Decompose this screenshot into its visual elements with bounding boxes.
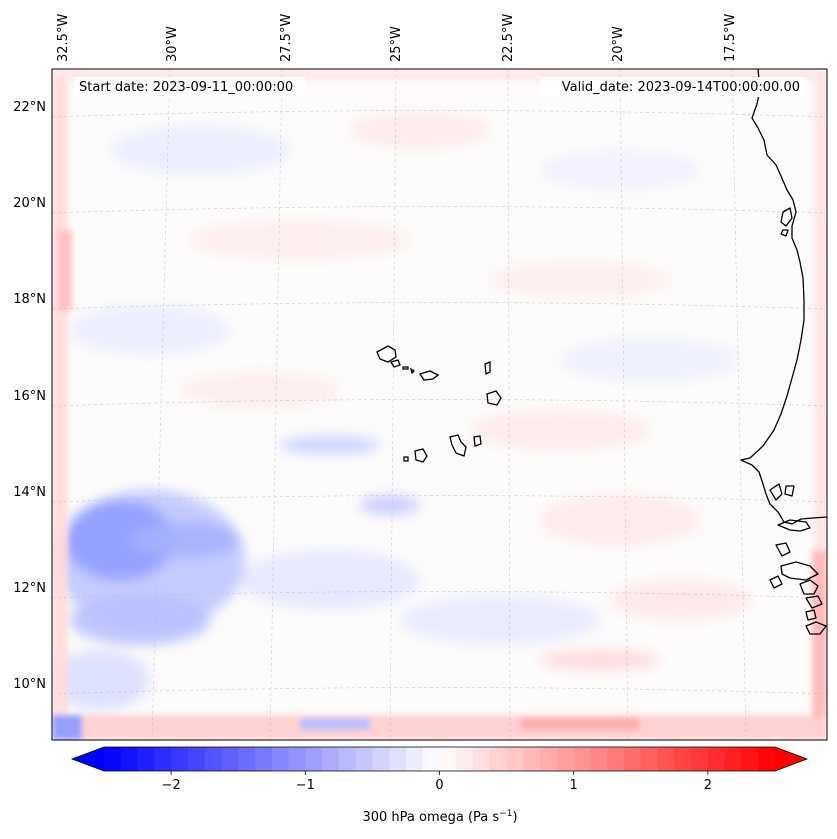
colorbar-cell [355, 747, 374, 771]
colorbar-cell [120, 747, 139, 771]
lat-label: 14°N [13, 485, 46, 500]
coastlines [740, 69, 827, 635]
colorbar-extend-high [775, 747, 807, 771]
valid-date-box [540, 77, 806, 97]
start-date-label: Start date: 2023-09-11_00:00:00 [79, 80, 293, 95]
colorbar-cell [137, 747, 155, 771]
colorbar-cell [674, 747, 692, 771]
lat-label: 12°N [13, 581, 46, 596]
africa-coastline [740, 69, 827, 525]
colorbar-tick-label: 0 [435, 778, 443, 793]
colorbar-cell [640, 747, 659, 771]
colorbar-cell [204, 747, 223, 771]
colorbar-cell [338, 747, 357, 771]
colorbar-cell [489, 747, 508, 771]
lon-label: 20°W [611, 26, 626, 62]
island-santo-antao [376, 345, 397, 363]
lon-label: 17.5°W [723, 14, 738, 62]
cape-verde-islands [376, 345, 502, 463]
colorbar-cell [187, 747, 206, 771]
colorbar-cell [758, 747, 776, 771]
colorbar: −2 −1 0 1 2 300 hPa omega (Pa s−1) [70, 746, 809, 825]
lat-label: 20°N [13, 196, 46, 211]
colorbar-cell [254, 747, 273, 771]
colorbar-cell [523, 747, 541, 771]
lat-label: 22°N [13, 100, 46, 115]
colorbar-cell [707, 747, 726, 771]
island-sao-nicolau [418, 370, 440, 381]
lon-label: 32.5°W [56, 14, 71, 62]
graticule [52, 69, 827, 740]
lat-label: 10°N [13, 677, 46, 692]
island-santiago [449, 434, 467, 457]
colorbar-cell [271, 747, 290, 771]
colorbar-tick-label: −1 [296, 778, 315, 793]
colorbar-outline [70, 746, 809, 772]
colorbar-tick-label: 1 [570, 778, 578, 793]
lon-label: 27.5°W [279, 14, 294, 62]
colorbar-cell [556, 747, 575, 771]
island-boa-vista [486, 390, 502, 406]
colorbar-ticks: −2 −1 0 1 2 [162, 771, 712, 793]
colorbar-cell [288, 747, 306, 771]
map-frame [51, 68, 828, 741]
colorbar-cell [221, 747, 239, 771]
colorbar-cell [624, 747, 642, 771]
latitude-labels: 22°N 20°N 18°N 16°N 14°N 12°N 10°N [13, 100, 46, 692]
island-fogo [414, 448, 428, 463]
colorbar-cell [238, 747, 256, 771]
lat-label: 16°N [13, 389, 46, 404]
colorbar-cell [456, 747, 474, 771]
lon-label: 25°W [389, 26, 404, 62]
colorbar-cell [691, 747, 709, 771]
colorbar-cell [305, 747, 323, 771]
colorbar-label: 300 hPa omega (Pa s−1) [362, 809, 517, 825]
colorbar-cell [104, 747, 122, 771]
colorbar-cell [724, 747, 743, 771]
colorbar-cell [171, 747, 189, 771]
island-sal [484, 361, 491, 376]
colorbar-cell [422, 747, 441, 771]
colorbar-cell [322, 747, 340, 771]
start-date-box [74, 77, 306, 97]
colorbar-cell [573, 747, 592, 771]
lat-label: 18°N [13, 292, 46, 307]
colorbar-cell [439, 747, 457, 771]
colorbar-cell [154, 747, 172, 771]
colorbar-cell [657, 747, 675, 771]
colorbar-cell [389, 747, 407, 771]
island-brava [403, 456, 409, 462]
lon-label: 22.5°W [501, 14, 516, 62]
island-sao-vicente [390, 359, 401, 368]
colorbar-cell [405, 747, 424, 771]
colorbar-tick-label: 2 [704, 778, 712, 793]
longitude-labels: 32.5°W 30°W 27.5°W 25°W 22.5°W 20°W 17.5… [56, 14, 738, 62]
colorbar-extend-low [72, 747, 104, 771]
lon-label: 30°W [165, 26, 180, 62]
colorbar-cell [540, 747, 558, 771]
colorbar-cell [473, 747, 491, 771]
colorbar-cell [506, 747, 524, 771]
colorbar-cells [104, 747, 776, 771]
colorbar-tick-label: −2 [162, 778, 181, 793]
omega-field [52, 69, 827, 740]
map-panel: Start date: 2023-09-11_00:00:00 Valid_da… [51, 68, 828, 741]
island-maio [473, 435, 482, 447]
colorbar-cell [607, 747, 625, 771]
colorbar-cell [372, 747, 390, 771]
colorbar-cell [741, 747, 759, 771]
colorbar-cell [590, 747, 608, 771]
valid-date-label: Valid_date: 2023-09-14T00:00:00.00 [562, 80, 800, 95]
